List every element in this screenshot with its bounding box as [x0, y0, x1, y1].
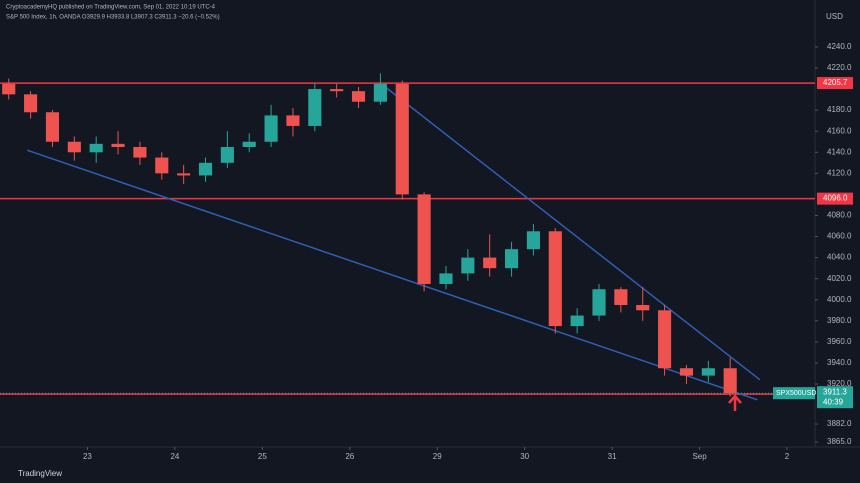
- level-label: 4096.0: [823, 194, 848, 203]
- y-tick-label: 4220.0: [827, 63, 852, 72]
- level-label-box: [817, 77, 853, 90]
- y-tick-label: 4000.0: [827, 295, 852, 304]
- x-tick-label: 2: [785, 452, 790, 461]
- candle-body: [220, 147, 234, 163]
- candle-body: [461, 257, 475, 274]
- candle-body: [286, 115, 300, 126]
- candle-body: [89, 143, 103, 153]
- candle-body: [570, 315, 584, 327]
- arrow: [728, 394, 742, 411]
- candle-body: [45, 112, 60, 142]
- x-tick-label: 24: [170, 452, 179, 461]
- candle-body: [592, 289, 606, 316]
- candle-body: [133, 147, 147, 158]
- candle-body: [155, 157, 169, 174]
- trend-line: [382, 84, 761, 381]
- footer-logo: TradingView: [18, 469, 62, 478]
- y-tick-label: 4080.0: [827, 211, 852, 220]
- candle-body: [614, 289, 628, 306]
- candle-body: [679, 368, 694, 376]
- candle-body: [483, 257, 497, 269]
- candle-body: [526, 231, 540, 250]
- y-tick-label: 4120.0: [827, 168, 852, 177]
- y-tick-label: 3960.0: [827, 337, 852, 346]
- y-tick-label: 4060.0: [827, 232, 852, 241]
- x-tick-label: 30: [520, 452, 529, 461]
- candle-body: [111, 143, 125, 148]
- y-tick-label: 4140.0: [827, 147, 852, 156]
- x-tick-label: 23: [83, 452, 92, 461]
- candle-body: [67, 141, 81, 153]
- candle-body: [198, 162, 213, 176]
- x-tick-label: 26: [345, 452, 354, 461]
- last-price-label: 3911.3: [823, 387, 847, 396]
- candle-body: [658, 310, 672, 369]
- candle-body: [264, 115, 278, 142]
- candle-body: [308, 89, 322, 126]
- x-tick-label: 25: [258, 452, 267, 461]
- y-tick-label: 3980.0: [827, 316, 852, 325]
- countdown: 40:39: [823, 397, 844, 406]
- candle-body: [701, 368, 715, 376]
- candle-body: [395, 83, 409, 195]
- candle-body: [373, 83, 387, 102]
- y-tick-label: 3865.0: [827, 437, 852, 446]
- candle-body: [242, 141, 256, 148]
- candle-body: [636, 305, 650, 311]
- y-tick-label: 3882.0: [827, 419, 852, 428]
- level-label: 4205.7: [823, 78, 848, 87]
- candle-body: [330, 89, 344, 92]
- symbol-box: [773, 387, 815, 400]
- y-tick-label: 3920.0: [827, 379, 852, 388]
- candle-body: [177, 173, 191, 176]
- symbol-info: S&P 500 Index, 1h, OANDA O3929.9 H3933.8…: [6, 15, 220, 21]
- candle-body: [24, 94, 38, 113]
- y-tick-label: 4240.0: [827, 42, 852, 51]
- y-tick-label: 4040.0: [827, 253, 852, 262]
- x-tick-label: 29: [433, 452, 442, 461]
- symbol-label: SPX500USD: [776, 390, 816, 397]
- trend-line: [26, 149, 758, 401]
- x-tick-label: Sep: [692, 452, 707, 461]
- candle-body: [548, 231, 562, 327]
- candle-body: [439, 273, 453, 284]
- y-tick-label: 3940.0: [827, 358, 852, 367]
- y-tick-label: 4180.0: [827, 105, 852, 114]
- currency: USD: [826, 12, 843, 21]
- candle-body: [351, 91, 366, 102]
- level-label-box: [817, 192, 853, 205]
- publisher: CryptoacademyHQ published on TradingView…: [6, 5, 216, 11]
- candle-body: [2, 83, 16, 95]
- x-tick-label: 31: [608, 452, 617, 461]
- candle-body: [417, 194, 431, 284]
- y-tick-label: 4020.0: [827, 274, 852, 283]
- y-tick-label: 4160.0: [827, 126, 852, 135]
- last-price-box: [817, 386, 853, 409]
- candle-body: [505, 249, 519, 269]
- candle-body: [723, 368, 737, 394]
